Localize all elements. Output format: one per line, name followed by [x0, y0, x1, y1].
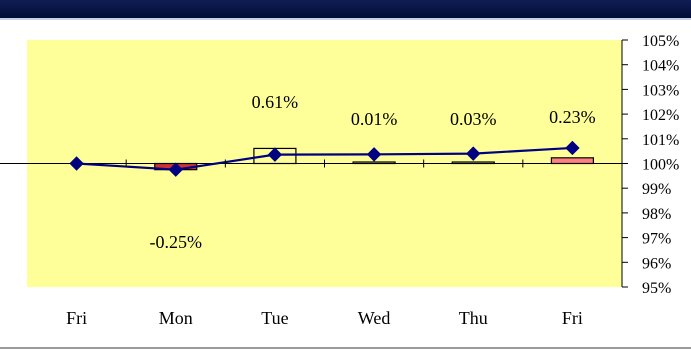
category-label-3: Wed — [358, 308, 391, 328]
y-tick-label-0: 105% — [642, 33, 679, 50]
line-marker-1 — [168, 162, 183, 177]
data-label-3: 0.01% — [351, 109, 398, 129]
y-tick-label-1: 104% — [642, 58, 679, 75]
data-label-5: 0.23% — [549, 107, 596, 127]
line-series — [69, 140, 580, 177]
x-axis-ticks — [125, 159, 623, 168]
line-marker-4 — [466, 146, 481, 161]
title-bar — [0, 0, 691, 20]
line-marker-2 — [267, 147, 283, 162]
y-tick-label-7: 98% — [642, 206, 671, 223]
y-tick-label-8: 97% — [642, 231, 671, 248]
y-tick-label-4: 101% — [642, 132, 679, 149]
series-line — [76, 146, 573, 171]
bottom-border — [0, 347, 691, 349]
y-tick-label-2: 103% — [642, 82, 679, 99]
category-label-5: Fri — [562, 308, 583, 328]
y-tick-label-10: 95% — [642, 280, 671, 297]
bar-5 — [550, 157, 595, 165]
category-label-2: Tue — [261, 308, 288, 328]
x-axis-categories: Fri Mon Tue Wed Thu Fri — [66, 308, 583, 328]
y-tick-label-3: 102% — [642, 107, 679, 124]
line-marker-3 — [366, 147, 382, 162]
y-tick-label-9: 96% — [642, 255, 671, 272]
category-label-4: Thu — [459, 308, 488, 328]
y-axis-ticks: 105% 104% 103% 102% 101% 100% 99% 98% 97% 96% 95% — [622, 33, 679, 297]
data-labels: -0.25% 0.61% 0.01% 0.03% 0.23% — [150, 92, 596, 252]
data-label-1: -0.25% — [150, 232, 203, 252]
category-label-1: Mon — [159, 308, 193, 328]
title-bar-edge — [0, 18, 691, 20]
y-tick-label-6: 99% — [642, 181, 671, 198]
data-label-2: 0.61% — [252, 92, 299, 112]
data-label-4: 0.03% — [450, 109, 497, 129]
line-marker-0 — [69, 156, 84, 171]
line-marker-5 — [565, 140, 580, 156]
category-label-0: Fri — [66, 308, 87, 328]
y-tick-label-5: 100% — [642, 157, 679, 174]
